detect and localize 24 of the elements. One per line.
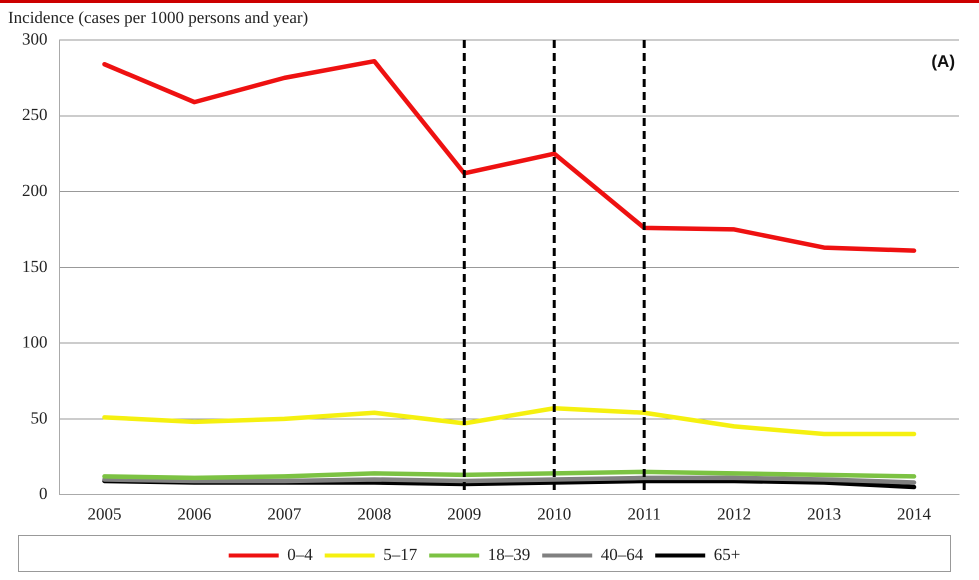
y-tick-label: 100 bbox=[22, 332, 48, 352]
x-tick-label: 2012 bbox=[717, 504, 752, 524]
y-tick-label: 200 bbox=[22, 181, 48, 200]
legend-label: 65+ bbox=[714, 544, 740, 564]
y-axis-title: Incidence (cases per 1000 persons and year) bbox=[8, 8, 308, 28]
legend-label: 40–64 bbox=[600, 544, 644, 564]
legend-label: 5–17 bbox=[383, 544, 418, 564]
y-tick-label: 300 bbox=[22, 29, 48, 48]
x-tick-label: 2011 bbox=[627, 504, 661, 524]
x-tick-label: 2007 bbox=[267, 504, 302, 524]
y-tick-label: 50 bbox=[30, 408, 48, 428]
legend-label: 18–39 bbox=[488, 544, 530, 564]
legend-label: 0–4 bbox=[287, 544, 314, 564]
x-tick-label: 2008 bbox=[357, 504, 392, 524]
x-tick-label: 2006 bbox=[177, 504, 212, 524]
annotation: (A) bbox=[931, 52, 955, 72]
y-tick-label: 150 bbox=[22, 256, 48, 276]
x-tick-label: 2009 bbox=[447, 504, 482, 524]
x-tick-label: 2005 bbox=[87, 504, 122, 524]
y-tick-label: 250 bbox=[22, 105, 48, 124]
y-tick-label: 0 bbox=[39, 484, 48, 504]
x-tick-label: 2013 bbox=[807, 504, 842, 524]
x-tick-label: 2014 bbox=[897, 504, 932, 524]
x-tick-label: 2010 bbox=[537, 504, 572, 524]
